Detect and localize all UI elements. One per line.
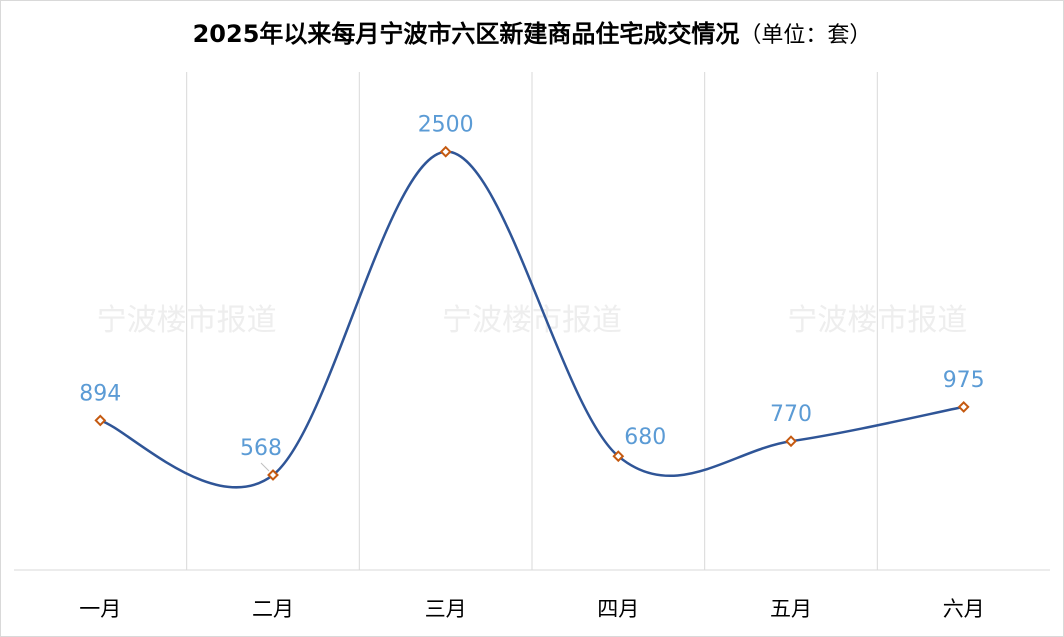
watermark-3: 宁波楼市报道 [787, 303, 967, 338]
markers-group [94, 145, 970, 481]
data-label-1: 894 [79, 381, 121, 406]
data-labels-group: 894 568 2500 680 770 975 [79, 113, 985, 472]
x-tick-label-1: 一月 [79, 597, 121, 621]
x-tick-label-3: 三月 [425, 597, 467, 621]
data-point-2 [267, 469, 279, 481]
data-point-4 [612, 450, 625, 463]
chart-title-unit: （单位：套） [739, 23, 872, 48]
chart-title: 2025年以来每月宁波市六区新建商品住宅成交情况（单位：套） [0, 14, 1064, 49]
grid-lines [186, 72, 878, 570]
x-tick-label-2: 二月 [252, 597, 294, 621]
data-label-4: 680 [624, 425, 666, 450]
x-tick-label-5: 五月 [770, 597, 812, 621]
data-label-2: 568 [240, 436, 282, 461]
data-label-leader-2 [260, 462, 270, 472]
data-label-5: 770 [770, 402, 812, 427]
data-point-3 [439, 145, 452, 158]
x-tick-labels: 一月 二月 三月 四月 五月 六月 [79, 597, 984, 621]
watermark-2: 宁波楼市报道 [442, 303, 622, 338]
chart-title-main: 2025年以来每月宁波市六区新建商品住宅成交情况 [192, 20, 740, 48]
watermark-1: 宁波楼市报道 [97, 303, 277, 338]
x-tick-label-4: 四月 [597, 597, 639, 621]
data-point-6 [957, 400, 970, 413]
x-tick-label-6: 六月 [943, 597, 985, 621]
data-label-6: 975 [943, 368, 985, 393]
watermarks: 宁波楼市报道 宁波楼市报道 宁波楼市报道 [97, 303, 968, 338]
data-point-1 [94, 414, 107, 427]
data-point-5 [785, 435, 797, 448]
data-label-3: 2500 [418, 113, 474, 138]
